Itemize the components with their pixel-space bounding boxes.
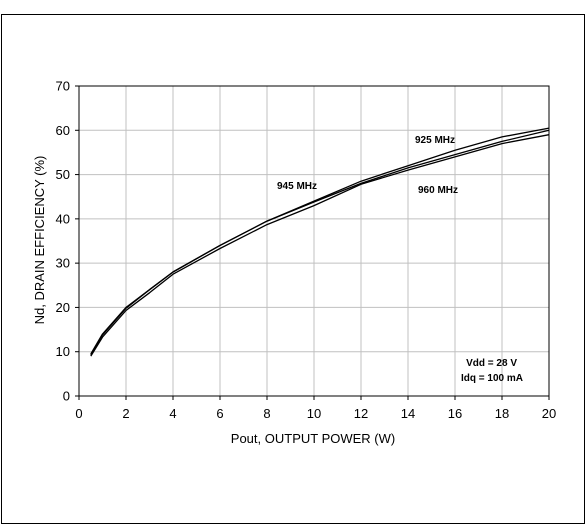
y-tick-label: 10 bbox=[56, 344, 70, 359]
x-tick-label: 18 bbox=[495, 406, 509, 421]
y-tick-label: 50 bbox=[56, 167, 70, 182]
x-tick-label: 14 bbox=[401, 406, 415, 421]
x-tick-label: 0 bbox=[75, 406, 82, 421]
x-tick-label: 12 bbox=[354, 406, 368, 421]
x-tick-label: 6 bbox=[216, 406, 223, 421]
y-tick-label: 0 bbox=[63, 389, 70, 404]
y-tick-label: 40 bbox=[56, 211, 70, 226]
chart-frame bbox=[1, 14, 585, 524]
y-tick-label: 30 bbox=[56, 256, 70, 271]
x-tick-label: 10 bbox=[307, 406, 321, 421]
x-tick-label: 8 bbox=[263, 406, 270, 421]
x-tick-label: 4 bbox=[169, 406, 176, 421]
y-tick-label: 20 bbox=[56, 300, 70, 315]
series-line-945-mhz bbox=[90, 129, 550, 356]
y-tick-label: 60 bbox=[56, 123, 70, 138]
plot-area bbox=[78, 85, 550, 397]
series-layer bbox=[90, 127, 550, 357]
idq-annotation: Idq = 100 mA bbox=[461, 373, 523, 384]
label-945-mhz: 945 MHz bbox=[277, 181, 317, 192]
chart-svg: 0 2 4 6 8 10 12 14 16 18 20 0 10 20 30 40 50 60 70 Pout, … bbox=[32, 79, 556, 447]
y-tick-label: 70 bbox=[56, 79, 70, 94]
y-axis-title: Nd, DRAIN EFFICIENCY (%) bbox=[32, 156, 47, 325]
vdd-annotation: Vdd = 28 V bbox=[466, 358, 517, 369]
x-tick-label: 20 bbox=[542, 406, 556, 421]
y-tick-labels: 0 10 20 30 40 50 60 70 bbox=[56, 79, 70, 404]
series-line-960-mhz bbox=[90, 134, 550, 357]
x-tick-label: 16 bbox=[448, 406, 462, 421]
grid-layer bbox=[75, 85, 550, 400]
x-axis-title: Pout, OUTPUT POWER (W) bbox=[231, 431, 395, 446]
x-tick-labels: 0 2 4 6 8 10 12 14 16 18 20 bbox=[75, 406, 556, 421]
x-tick-label: 2 bbox=[122, 406, 129, 421]
series-line-925-mhz bbox=[90, 127, 550, 355]
label-960-mhz: 960 MHz bbox=[418, 185, 458, 196]
label-925-mhz: 925 MHz bbox=[415, 135, 455, 146]
